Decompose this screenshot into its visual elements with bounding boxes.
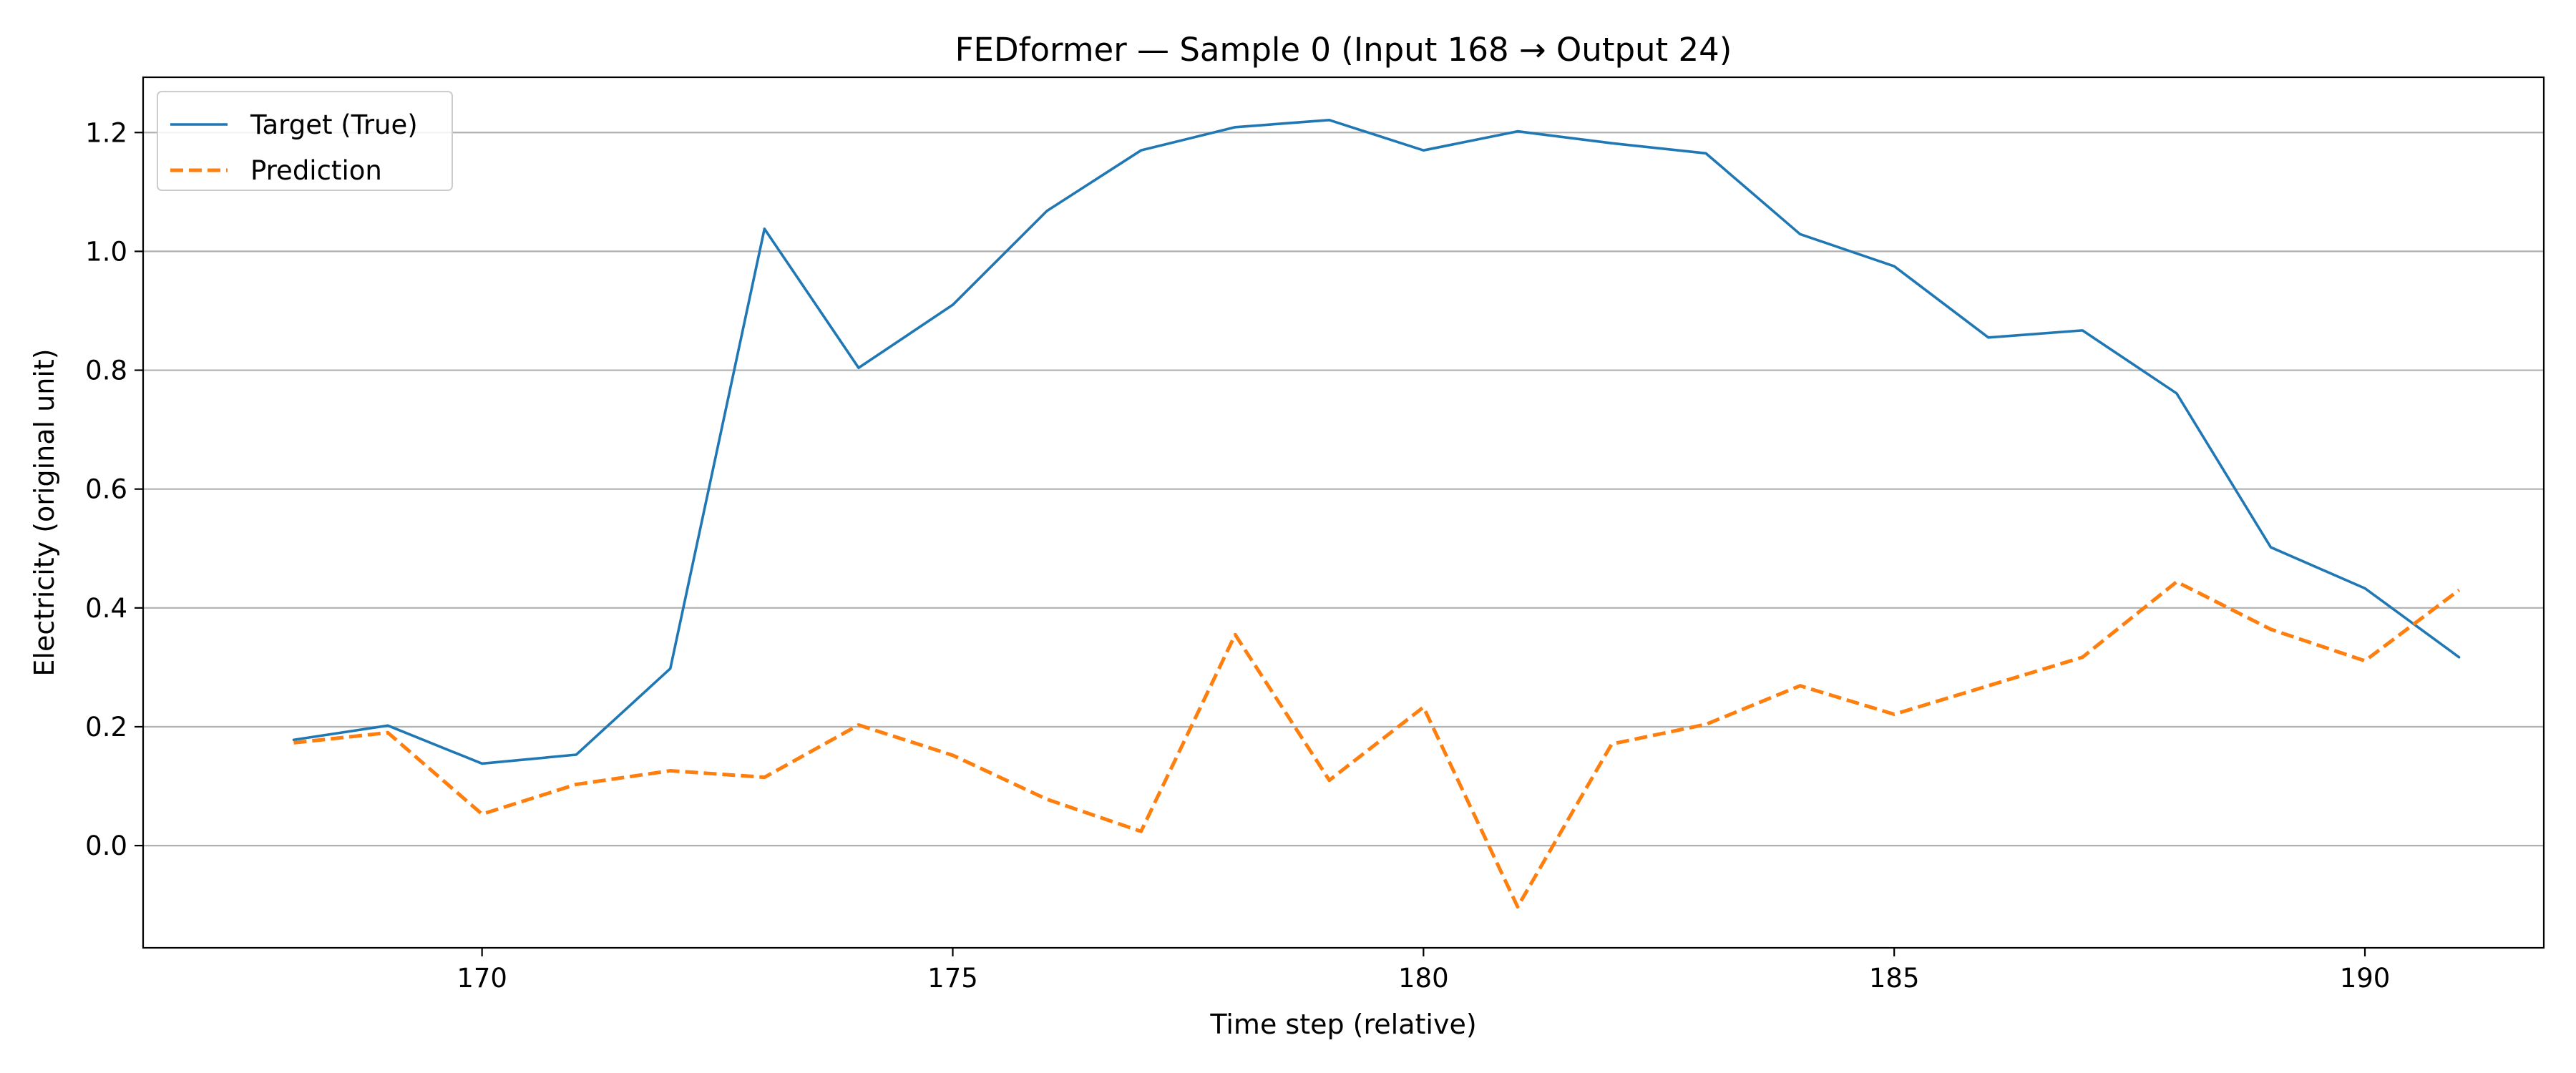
axis-ticks: 0.0 0.2 0.4 0.6 0.8 1.0 1.2 170 175 180 185 190 [85, 117, 2390, 994]
y-tick-label: 0.2 [85, 712, 127, 743]
x-tick-label: 175 [927, 963, 978, 994]
legend-label: Prediction [250, 155, 382, 186]
y-tick-label: 0.0 [85, 831, 127, 861]
x-tick-label: 185 [1869, 963, 1920, 994]
x-tick-label: 180 [1398, 963, 1449, 994]
y-tick-label: 0.6 [85, 474, 127, 505]
legend-box [157, 91, 453, 191]
y-tick-label: 0.8 [85, 356, 127, 386]
x-axis-label: Time step (relative) [1209, 1009, 1476, 1040]
y-axis-label: Electricity (original unit) [29, 348, 60, 676]
legend: Target (True) Prediction [157, 91, 453, 191]
plot-frame [142, 76, 2545, 949]
x-tick-label: 170 [457, 963, 507, 994]
y-tick-label: 1.0 [85, 236, 127, 267]
y-tick-label: 1.2 [85, 117, 127, 148]
chart-title: FEDformer — Sample 0 (Input 168 → Output… [955, 31, 1732, 69]
y-tick-label: 0.4 [85, 593, 127, 624]
legend-label: Target (True) [250, 109, 418, 140]
series-line-target-true [292, 119, 2461, 765]
series-lines [292, 119, 2461, 909]
x-tick-label: 190 [2340, 963, 2391, 994]
gridlines [143, 132, 2544, 847]
legend-items: Target (True) Prediction [170, 109, 418, 186]
series-line-prediction [293, 579, 2461, 909]
